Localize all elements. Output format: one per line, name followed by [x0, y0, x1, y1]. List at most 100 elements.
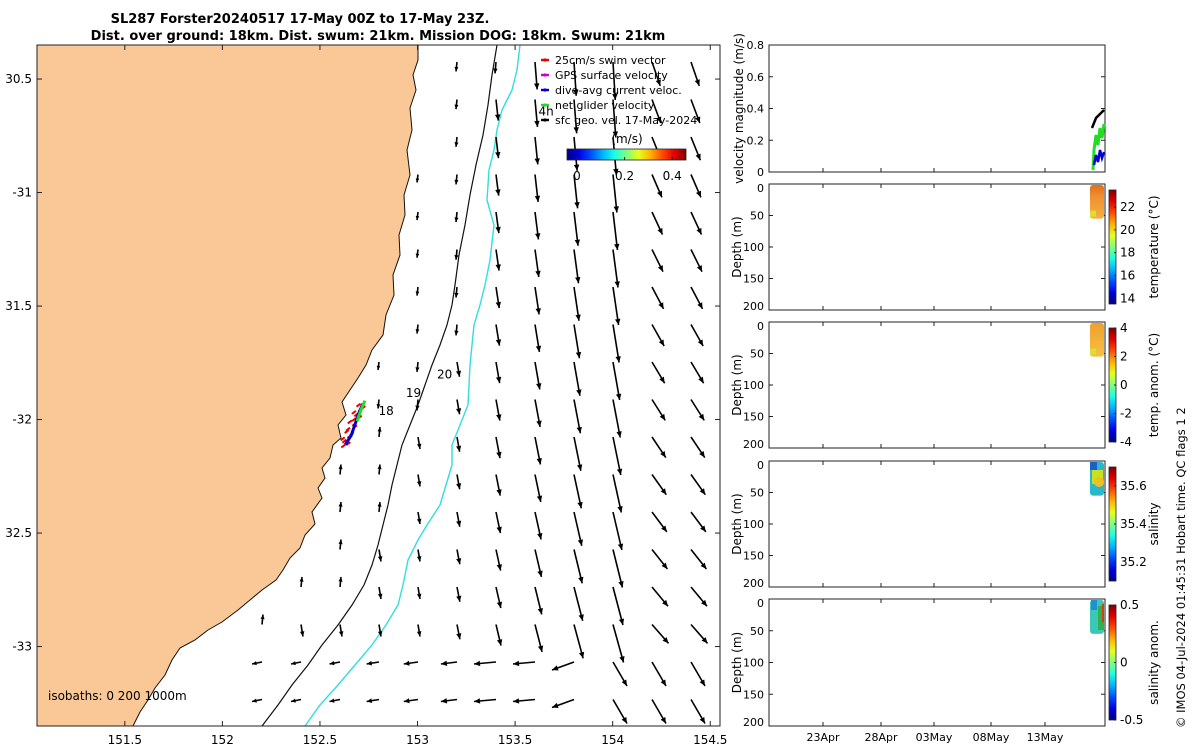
velocity-arrow: [690, 399, 705, 421]
velocity-arrow: [495, 174, 501, 196]
map-annotations: 4h 20 19 18: [379, 104, 554, 418]
colorbar-tick-label: 35.4: [1120, 517, 1147, 531]
velocity-arrow: [299, 624, 305, 637]
velocity-arrow: [456, 474, 462, 490]
velocity-ytick-label: 0.8: [747, 39, 765, 52]
colorbar-tick-label: 16: [1120, 269, 1135, 283]
salinity-anomaly-axes: [768, 598, 1106, 727]
velocity-arrow: [415, 286, 420, 296]
velocity-arrow: [551, 698, 575, 709]
temp-anomaly-colorbar-label: temp. anom. (°C): [1147, 333, 1161, 437]
colorbar-tick-label: 20: [1120, 223, 1135, 237]
geo-velocity-trace: [1090, 109, 1105, 129]
swim-vector: [355, 402, 362, 408]
velocity-arrow: [376, 361, 381, 371]
velocity-arrow: [651, 361, 666, 384]
legend-label: 25cm/s swim vector: [555, 54, 666, 67]
velocity-arrow: [454, 61, 459, 72]
velocity-arrow: [690, 61, 701, 87]
depth-ytick-label: 0: [757, 182, 764, 195]
velocity-arrow: [534, 624, 544, 653]
velocity-arrow: [612, 474, 623, 513]
velocity-arrow: [456, 624, 462, 640]
velocity-arrow: [651, 623, 670, 644]
velocity-arrow: [416, 549, 422, 562]
date-xtick-label: 13May: [1027, 731, 1064, 744]
isobath-200m: [261, 45, 498, 726]
legend-entry: 25cm/s swim vector: [541, 54, 666, 67]
velocity-arrow: [440, 660, 458, 666]
velocity-axes: [768, 44, 1106, 173]
velocity-arrow: [290, 661, 302, 666]
temperature-colorbar-label: temperature (°C): [1147, 196, 1161, 299]
swim-vector: [340, 443, 346, 449]
velocity-arrow: [573, 436, 583, 471]
map-xtick-label: 152: [211, 733, 234, 747]
velocity-arrow: [495, 249, 501, 271]
velocity-arrow: [651, 511, 668, 533]
velocity-arrow: [612, 586, 625, 626]
map-xtick-label: 154.5: [693, 733, 727, 747]
colorbar-tick-label: 18: [1120, 246, 1135, 260]
map-colorbar: (m/s) 0 0.2 0.4: [566, 132, 687, 183]
dive-avg-trace: [1092, 149, 1106, 166]
velocity-arrow: [612, 511, 624, 551]
velocity-arrow: [456, 586, 462, 602]
depth-ytick-label: 150: [743, 411, 764, 424]
velocity-arrow: [651, 661, 667, 687]
depth-ytick-label: 150: [743, 273, 764, 286]
velocity-arrow: [251, 661, 263, 666]
velocity-arrow: [690, 136, 702, 161]
velocity-arrow: [440, 698, 458, 704]
velocity-arrow: [690, 361, 705, 384]
velocity-arrow: [651, 586, 669, 607]
temperature-ylabel: Depth (m): [730, 216, 744, 277]
velocity-arrow: [612, 286, 621, 326]
velocity-arrow: [454, 324, 459, 336]
temp-anomaly-colorbar: -4 -2 0 2 4 temp. anom. (°C): [1108, 321, 1161, 449]
swim-vector: [351, 410, 357, 415]
depth-ytick-label: 50: [750, 625, 764, 638]
map-colorbar-label: (m/s): [611, 132, 642, 146]
velocity-arrow: [415, 211, 420, 221]
surface-geostrophic-velocity-vectors: [251, 61, 709, 724]
velocity-arrow: [651, 399, 666, 421]
legend-entry: sfc geo. vel. 17-May-2024: [541, 114, 697, 127]
velocity-arrow: [534, 586, 543, 615]
colorbar-tick-label: -2: [1120, 407, 1132, 421]
map-colorbar-tick-label: 0.4: [663, 169, 682, 183]
velocity-arrow: [612, 361, 622, 401]
velocity-arrow: [690, 586, 708, 607]
velocity-arrow: [403, 660, 419, 666]
velocity-arrow: [573, 399, 582, 434]
velocity-arrow: [456, 549, 462, 565]
velocity-arrow: [534, 474, 543, 503]
map-ytick-label: 32.5: [5, 526, 32, 540]
velocity-arrow: [377, 549, 383, 562]
velocity-arrow: [299, 576, 304, 588]
velocity-arrow: [573, 286, 581, 321]
date-xtick-label: 03May: [916, 731, 953, 744]
chart-subtitle: Dist. over ground: 18km. Dist. swum: 21k…: [91, 29, 666, 44]
velocity-arrow: [651, 61, 662, 87]
velocity-arrow: [416, 474, 422, 487]
swim-vector: [344, 429, 350, 434]
legend-label: GPS surface velocity: [555, 69, 668, 82]
velocity-arrow: [495, 211, 501, 234]
net-velocity-track: [355, 400, 367, 422]
velocity-arrow: [534, 436, 542, 465]
velocity-arrow: [416, 586, 422, 600]
velocity-arrow: [534, 361, 542, 390]
depth-ytick-label: 150: [743, 688, 764, 701]
velocity-arrow: [612, 699, 628, 724]
salinity-anomaly-colorbar-label: salinity anom.: [1147, 620, 1161, 705]
colorbar-tick-label: 22: [1120, 200, 1135, 214]
coastline-land: [37, 45, 419, 726]
velocity-arrow: [415, 174, 420, 183]
velocity-arrow: [512, 660, 536, 667]
colorbar-tick-label: 35.6: [1120, 479, 1147, 493]
velocity-ytick-label: 0.4: [747, 103, 765, 116]
depth-ytick-label: 200: [743, 300, 764, 313]
depth-ytick-label: 100: [743, 518, 764, 531]
